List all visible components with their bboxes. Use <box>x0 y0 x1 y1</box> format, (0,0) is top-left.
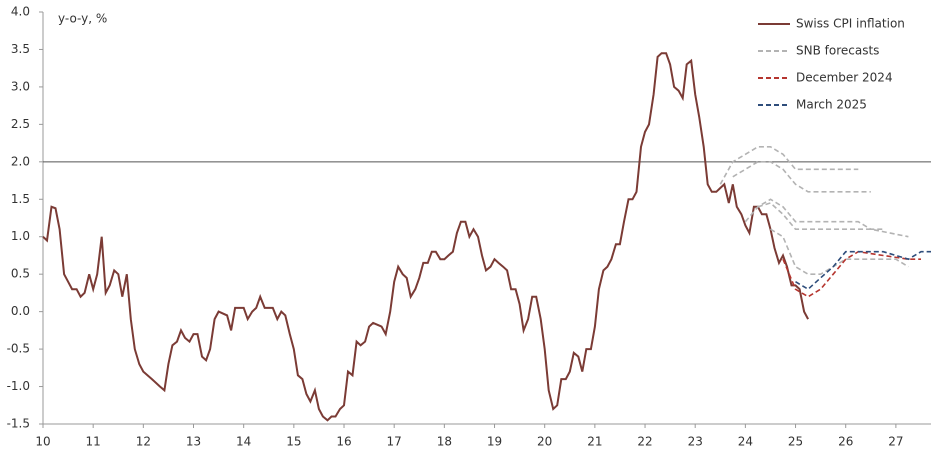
legend-label: SNB forecasts <box>796 44 879 58</box>
legend-label: December 2024 <box>796 71 893 85</box>
x-tick-label: 17 <box>387 435 402 449</box>
x-tick-label: 11 <box>86 435 101 449</box>
y-tick-label: 0.0 <box>11 304 30 318</box>
legend-label: Swiss CPI inflation <box>796 17 905 31</box>
x-tick-label: 18 <box>437 435 452 449</box>
y-tick-label: -1.5 <box>7 417 30 431</box>
y-tick-label: 3.0 <box>11 79 30 93</box>
legend-label: March 2025 <box>796 98 867 112</box>
x-tick-label: 20 <box>537 435 552 449</box>
y-tick-label: -0.5 <box>7 342 30 356</box>
series-line <box>744 198 884 230</box>
x-tick-label: 12 <box>136 435 151 449</box>
series-line <box>795 250 931 291</box>
series-line <box>719 146 859 185</box>
axis-label: y-o-y, % <box>58 12 107 26</box>
y-tick-label: 1.0 <box>11 229 30 243</box>
x-tick-label: 15 <box>286 435 301 449</box>
x-tick-label: 13 <box>186 435 201 449</box>
series-line <box>757 202 909 238</box>
y-tick-label: 0.5 <box>11 267 30 281</box>
x-tick-label: 25 <box>788 435 803 449</box>
y-tick-label: 3.5 <box>11 42 30 56</box>
y-tick-label: 1.5 <box>11 192 30 206</box>
series-line <box>770 228 909 275</box>
x-tick-label: 14 <box>236 435 251 449</box>
series-line <box>42 52 809 422</box>
x-tick-label: 24 <box>738 435 753 449</box>
x-tick-label: 19 <box>487 435 502 449</box>
x-tick-label: 16 <box>336 435 351 449</box>
x-tick-label: 26 <box>838 435 853 449</box>
series-line <box>782 250 921 298</box>
x-tick-label: 23 <box>688 435 703 449</box>
x-tick-label: 21 <box>587 435 602 449</box>
y-tick-label: 2.5 <box>11 117 30 131</box>
y-tick-label: 4.0 <box>11 5 30 19</box>
x-tick-label: 27 <box>888 435 903 449</box>
y-tick-label: -1.0 <box>7 379 30 393</box>
series-line <box>732 161 871 193</box>
x-tick-label: 10 <box>35 435 50 449</box>
x-tick-label: 22 <box>637 435 652 449</box>
y-tick-label: 2.0 <box>11 154 30 168</box>
